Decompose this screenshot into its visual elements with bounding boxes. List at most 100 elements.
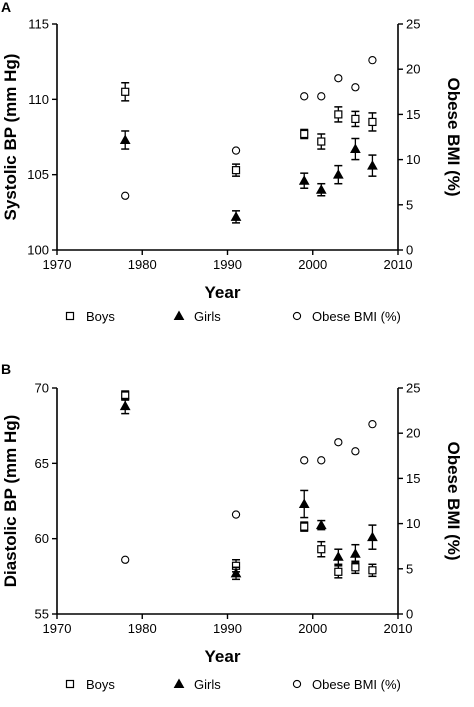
data-point <box>368 117 377 127</box>
series-filled-triangle <box>119 397 378 581</box>
data-point <box>298 498 310 509</box>
y-tick-label: 110 <box>28 92 49 107</box>
legend-label: Obese BMI (%) <box>312 309 401 324</box>
data-point <box>298 175 310 185</box>
data-point <box>230 567 242 578</box>
series-open-circle <box>121 420 377 564</box>
data-point <box>121 555 130 564</box>
y-tick-label: 60 <box>35 531 49 546</box>
y2-tick-label: 25 <box>406 17 420 32</box>
x-tick-label: 1990 <box>213 257 242 272</box>
y2-axis-title: Obese BMI (%) <box>444 441 463 560</box>
data-point <box>350 548 361 558</box>
x-tick-label: 2000 <box>298 257 327 272</box>
data-point <box>334 567 343 576</box>
data-point <box>334 74 343 83</box>
legend: Boys Girls Obese BMI (%) <box>65 309 401 324</box>
data-point <box>368 56 377 65</box>
legend-label: Boys <box>86 309 115 324</box>
y2-tick-label: 20 <box>406 62 420 77</box>
series-open-square <box>121 390 377 579</box>
legend-marker <box>173 310 185 320</box>
data-point <box>332 169 344 179</box>
data-point <box>121 87 130 96</box>
y-tick-label: 55 <box>35 607 49 622</box>
series-open-circle <box>121 56 377 200</box>
legend-marker <box>292 679 302 689</box>
panel-letter: B <box>1 361 11 377</box>
data-point <box>351 114 360 124</box>
y2-tick-label: 5 <box>406 197 413 212</box>
legend-marker <box>65 679 75 689</box>
x-tick-label: 1970 <box>43 257 72 272</box>
data-point <box>315 184 327 194</box>
x-axis-title: Year <box>205 283 241 302</box>
data-point <box>231 146 241 155</box>
panel-b: B 1970 1980 1990 2000 2010 55 60 65 70 0 5 10 15 20 25 Y… <box>1 361 463 692</box>
data-point <box>332 551 344 561</box>
data-point <box>300 92 309 101</box>
y2-tick-label: 0 <box>406 243 413 258</box>
data-point <box>317 456 326 465</box>
y2-axis-title: Obese BMI (%) <box>444 77 463 196</box>
data-point <box>317 92 326 101</box>
x-tick-label: 2010 <box>384 621 413 636</box>
y-axis-title: Systolic BP (mm Hg) <box>1 54 20 221</box>
data-point <box>317 137 326 146</box>
y-tick-label: 70 <box>35 381 49 396</box>
data-point <box>119 134 131 145</box>
y-tick-label: 105 <box>27 167 49 182</box>
y2-tick-label: 20 <box>406 426 420 441</box>
data-point <box>367 531 378 542</box>
y2-tick-label: 15 <box>406 107 420 122</box>
data-point <box>121 191 130 200</box>
y2-tick-label: 25 <box>406 381 420 396</box>
y2-tick-label: 15 <box>406 471 420 486</box>
series-open-square <box>121 82 377 177</box>
data-point <box>300 456 309 465</box>
data-point <box>317 545 326 554</box>
data-point <box>351 563 360 572</box>
y2-tick-label: 0 <box>406 607 413 622</box>
x-tick-label: 1970 <box>43 621 72 636</box>
legend-label: Girls <box>194 309 221 324</box>
legend: Boys Girls Obese BMI (%) <box>65 677 401 692</box>
data-point <box>368 420 377 429</box>
legend-label: Obese BMI (%) <box>312 677 401 692</box>
legend-label: Boys <box>86 677 115 692</box>
data-point <box>231 510 241 519</box>
data-point <box>230 211 242 221</box>
y2-tick-label: 10 <box>406 516 420 531</box>
legend-marker <box>173 678 185 688</box>
legend-marker <box>65 311 75 321</box>
y-tick-label: 65 <box>35 456 49 471</box>
data-point <box>334 110 343 119</box>
y-axis-title: Diastolic BP (mm Hg) <box>1 415 20 588</box>
x-tick-label: 2000 <box>298 621 327 636</box>
legend-label: Girls <box>194 677 221 692</box>
data-point <box>368 566 377 575</box>
data-point <box>119 400 131 411</box>
x-tick-label: 1990 <box>213 621 242 636</box>
data-point <box>351 83 360 92</box>
data-point <box>300 522 309 531</box>
data-point <box>367 160 378 170</box>
data-point <box>231 166 241 175</box>
x-tick-label: 1980 <box>128 621 157 636</box>
legend-marker <box>292 311 302 321</box>
data-point <box>334 438 343 447</box>
y2-tick-label: 5 <box>406 561 413 576</box>
x-tick-label: 1980 <box>128 257 157 272</box>
y-tick-label: 115 <box>28 17 49 32</box>
panel-letter: A <box>1 0 11 15</box>
data-point <box>350 143 361 154</box>
series-filled-triangle <box>119 130 378 224</box>
data-point <box>351 447 360 456</box>
x-tick-label: 2010 <box>384 257 413 272</box>
panel-a: A 1970 1980 1990 2000 2010 100 105 110 115 0 5 10 15 2… <box>1 0 463 324</box>
y2-tick-label: 10 <box>406 152 420 167</box>
data-point <box>315 519 327 530</box>
y-tick-label: 100 <box>27 243 49 258</box>
data-point <box>300 129 309 139</box>
